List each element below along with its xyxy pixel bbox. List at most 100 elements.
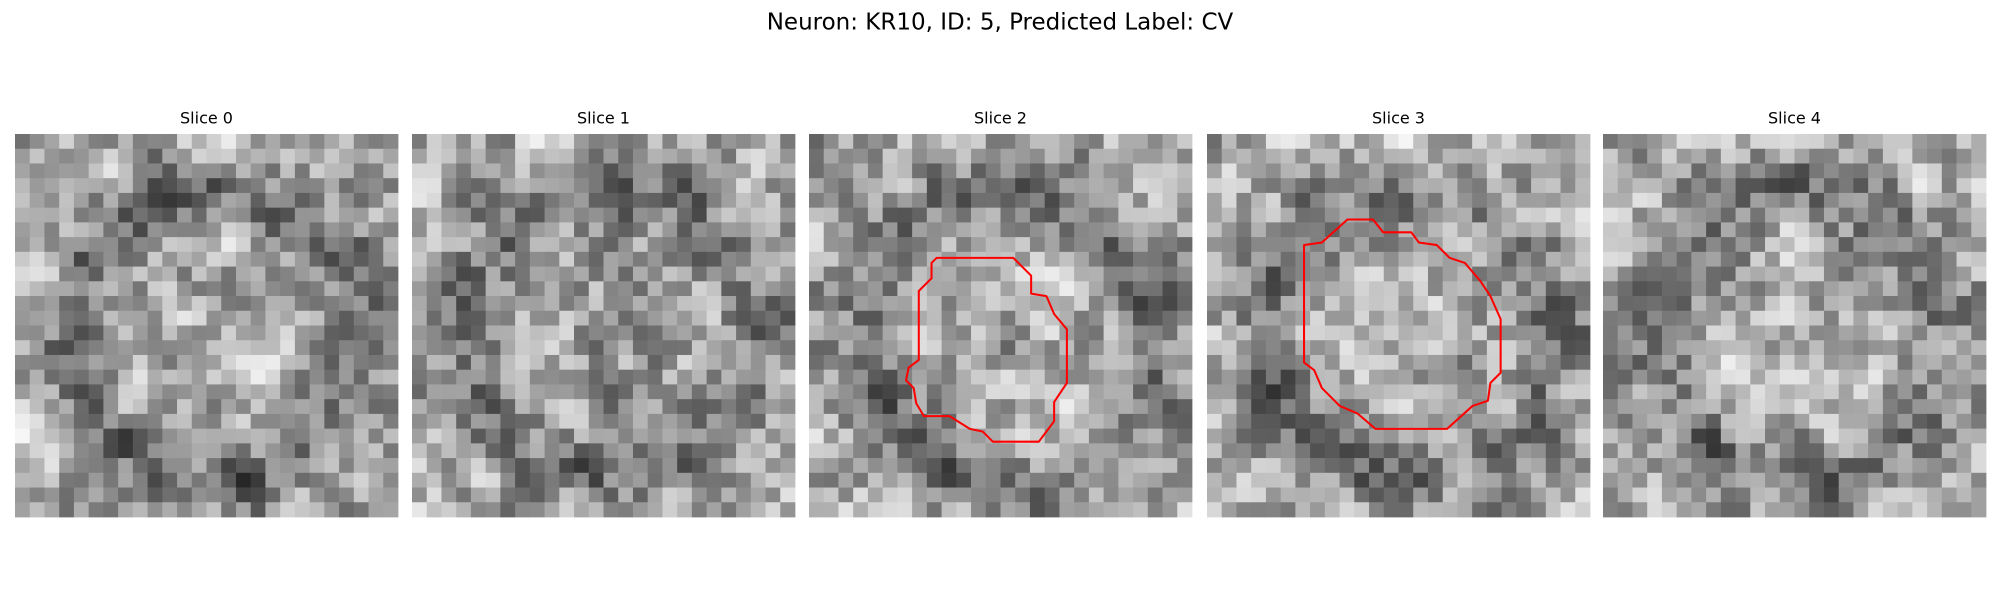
pixel	[1838, 148, 1854, 164]
pixel	[1442, 369, 1458, 385]
pixel	[383, 281, 399, 297]
pixel	[426, 266, 442, 282]
pixel	[383, 413, 399, 429]
pixel	[867, 222, 884, 238]
pixel	[353, 237, 369, 253]
pixel	[1882, 281, 1898, 297]
pixel	[1221, 148, 1237, 164]
pixel	[1750, 340, 1766, 356]
pixel	[780, 354, 796, 371]
pixel	[191, 399, 207, 415]
pixel	[1000, 487, 1016, 503]
pixel	[103, 487, 119, 503]
pixel	[280, 399, 296, 415]
pixel	[368, 192, 384, 209]
pixel	[162, 502, 178, 518]
pixel	[1545, 384, 1561, 400]
pixel	[1868, 281, 1884, 297]
pixel	[1427, 472, 1444, 488]
pixel	[235, 487, 252, 503]
pixel	[750, 458, 766, 474]
pixel	[1295, 178, 1311, 194]
pixel	[1251, 428, 1267, 444]
pixel	[588, 428, 604, 444]
pixel	[280, 369, 296, 385]
pixel	[426, 134, 442, 150]
pixel	[250, 134, 266, 150]
pixel	[1779, 251, 1795, 267]
pixel	[1560, 458, 1576, 474]
pixel	[147, 266, 163, 282]
pixel	[1015, 134, 1031, 150]
pixel	[1941, 413, 1957, 429]
pixel	[647, 458, 663, 474]
pixel	[867, 281, 884, 297]
pixel	[1088, 325, 1104, 341]
pixel	[1661, 354, 1678, 371]
pixel	[1162, 207, 1178, 223]
pixel	[118, 148, 134, 164]
pixel	[956, 458, 972, 474]
pixel	[780, 222, 796, 238]
pixel	[1457, 384, 1473, 400]
pixel	[1516, 207, 1532, 223]
pixel	[1427, 192, 1444, 209]
pixel	[662, 487, 678, 503]
pixel	[1044, 178, 1060, 194]
pixel	[677, 310, 693, 326]
pixel	[1339, 310, 1355, 326]
pixel	[280, 325, 296, 341]
pixel	[780, 148, 796, 164]
pixel	[1809, 458, 1825, 474]
pixel	[1853, 163, 1869, 179]
pixel	[809, 340, 825, 356]
pixel	[15, 428, 31, 444]
pixel	[1971, 369, 1987, 385]
pixel	[926, 178, 942, 194]
pixel	[867, 354, 884, 371]
pixel	[383, 443, 399, 459]
pixel	[1516, 310, 1532, 326]
pixel	[1103, 354, 1119, 371]
pixel	[1280, 222, 1296, 238]
pixel	[353, 354, 369, 371]
pixel	[73, 163, 90, 179]
pixel	[1603, 325, 1619, 341]
pixel	[882, 502, 898, 518]
pixel	[721, 340, 737, 356]
pixel	[29, 222, 45, 238]
pixel	[1324, 310, 1340, 326]
pixel	[544, 163, 560, 179]
pixel	[897, 399, 913, 415]
pixel	[1265, 251, 1282, 267]
pixel	[1501, 502, 1517, 518]
pixel	[265, 148, 281, 164]
pixel	[1088, 384, 1104, 400]
pixel	[1927, 502, 1943, 518]
pixel	[412, 502, 428, 518]
pixel	[250, 458, 266, 474]
pixel	[441, 472, 457, 488]
pixel	[147, 443, 163, 459]
pixel	[1838, 266, 1854, 282]
pixel	[44, 178, 60, 194]
pixel	[1735, 443, 1751, 459]
pixel	[1472, 178, 1488, 194]
pixel	[1838, 192, 1854, 209]
pixel	[1794, 251, 1810, 267]
pixel	[677, 134, 693, 150]
pixel	[1676, 192, 1692, 209]
pixel	[1750, 296, 1766, 312]
pixel	[15, 369, 31, 385]
pixel	[912, 502, 928, 518]
pixel	[1221, 369, 1237, 385]
pixel	[324, 296, 340, 312]
pixel	[485, 502, 501, 518]
pixel	[1103, 192, 1119, 209]
pixel	[632, 207, 649, 223]
pixel	[765, 354, 781, 371]
pixel	[574, 296, 590, 312]
pixel	[765, 458, 781, 474]
pixel	[1779, 354, 1795, 371]
pixel	[1676, 237, 1692, 253]
